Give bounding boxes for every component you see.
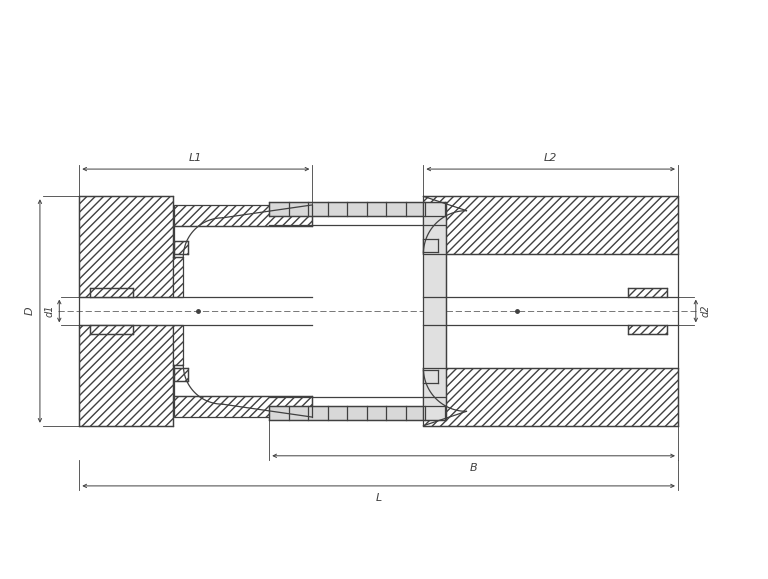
Bar xyxy=(423,368,678,426)
Bar xyxy=(173,325,184,365)
Bar xyxy=(627,288,667,296)
Text: B: B xyxy=(470,463,478,473)
Bar xyxy=(173,257,184,296)
Text: d2: d2 xyxy=(701,305,711,317)
Bar xyxy=(90,325,133,334)
Text: L1: L1 xyxy=(189,153,203,163)
Bar xyxy=(79,196,173,296)
Bar xyxy=(174,205,313,226)
Bar xyxy=(90,288,133,296)
Bar xyxy=(270,202,445,217)
Bar xyxy=(423,239,438,252)
Bar xyxy=(270,406,445,420)
Bar xyxy=(423,196,678,254)
Bar xyxy=(79,325,173,426)
Bar xyxy=(627,325,667,334)
Bar xyxy=(174,368,188,381)
Bar xyxy=(423,370,438,383)
Bar xyxy=(423,202,446,420)
Text: D: D xyxy=(25,307,35,316)
Bar xyxy=(174,241,188,254)
Text: d1: d1 xyxy=(45,305,55,317)
Bar xyxy=(174,395,313,417)
Text: L: L xyxy=(376,493,382,503)
Text: L2: L2 xyxy=(544,153,558,163)
